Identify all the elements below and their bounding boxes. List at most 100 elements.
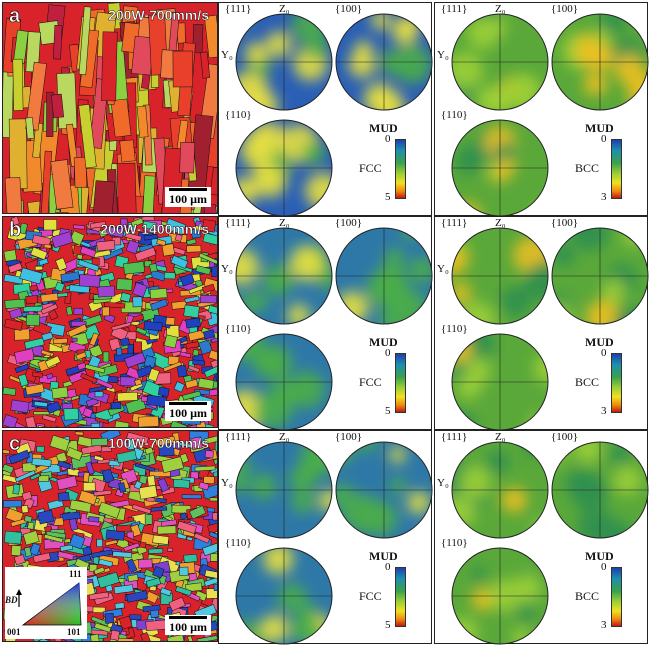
mud-label: MUD	[585, 335, 614, 349]
pole-figure-111	[235, 441, 333, 544]
colorbar-min: 0	[601, 561, 607, 573]
pf-label-111: {111}	[441, 217, 468, 229]
scale-bar: 100 µm	[165, 401, 211, 421]
pole-figure-111	[235, 13, 333, 116]
pf-label-z0: Z₀	[495, 431, 506, 443]
pole-figure-100	[551, 441, 649, 544]
mud-label: MUD	[369, 549, 398, 563]
panel-letter: b	[9, 219, 22, 242]
mud-colorbar	[611, 567, 622, 627]
pole-figure-111	[451, 227, 549, 330]
process-condition: 100W-700mm/s	[108, 435, 209, 451]
pf-label-100: {100}	[335, 431, 363, 443]
pf-label-y0: Y₀	[437, 263, 449, 275]
process-condition: 200W-1400mm/s	[100, 221, 209, 237]
pole-figure-110	[235, 547, 333, 650]
pole-figure-111	[451, 441, 549, 544]
scale-label: 100 µm	[169, 406, 207, 420]
colorbar-max: 5	[385, 619, 391, 631]
pf-label-111: {111}	[441, 3, 468, 15]
mud-colorbar	[395, 353, 406, 413]
pf-label-z0: Z₀	[495, 3, 506, 15]
scale-label: 100 µm	[169, 192, 207, 206]
mud-label: MUD	[369, 121, 398, 135]
panel-letter: c	[9, 433, 21, 456]
condition-row: a 200W-700mm/s 100 µm {111} Z₀ {100} Y₀ {110} …	[0, 2, 650, 217]
ebsd-map: b 200W-1400mm/s 100 µm	[2, 216, 218, 428]
pf-label-100: {100}	[551, 431, 579, 443]
phase-label: FCC	[359, 589, 382, 603]
scale-bar: 100 µm	[165, 187, 211, 207]
ipf-axis-label: BD	[5, 595, 18, 605]
process-condition: 200W-700mm/s	[108, 7, 209, 23]
panel-letter: a	[9, 5, 21, 28]
pf-label-110: {110}	[441, 537, 468, 549]
pf-label-z0: Z₀	[279, 3, 290, 15]
pf-label-y0: Y₀	[437, 49, 449, 61]
pf-label-100: {100}	[551, 3, 579, 15]
pole-figure-100	[551, 227, 649, 330]
mud-colorbar	[611, 139, 622, 199]
condition-row: b 200W-1400mm/s 100 µm {111} Z₀ {100} Y₀ {110}…	[0, 216, 650, 431]
colorbar-max: 3	[601, 191, 607, 203]
fcc-pole-figure-panel: {111} Z₀ {100} Y₀ {110} MUD FCC 0 5	[218, 2, 433, 217]
colorbar-max: 5	[385, 405, 391, 417]
phase-label: BCC	[575, 375, 600, 389]
pole-figure-110	[451, 333, 549, 436]
pole-figure-100	[335, 441, 433, 544]
ebsd-map: c 100W-700mm/s 100 µm BD 111 001 101	[2, 430, 218, 642]
ebsd-map-image	[3, 217, 217, 427]
ipf-001: 001	[7, 627, 21, 637]
phase-label: FCC	[359, 161, 382, 175]
pf-label-110: {110}	[225, 537, 252, 549]
mud-label: MUD	[369, 335, 398, 349]
colorbar-min: 0	[601, 347, 607, 359]
pole-figure-110	[451, 119, 549, 222]
pf-label-y0: Y₀	[221, 49, 233, 61]
condition-row: c 100W-700mm/s 100 µm BD 111 001 101 {111}…	[0, 430, 650, 645]
pole-figure-110	[451, 547, 549, 650]
pf-label-110: {110}	[441, 109, 468, 121]
pf-label-110: {110}	[441, 323, 468, 335]
colorbar-max: 5	[385, 191, 391, 203]
pf-label-111: {111}	[225, 217, 252, 229]
mud-label: MUD	[585, 121, 614, 135]
ipf-color-key: BD 111 001 101	[5, 567, 87, 639]
pf-label-y0: Y₀	[437, 477, 449, 489]
bcc-pole-figure-panel: {111} Z₀ {100} Y₀ {110} MUD BCC 0 3	[434, 430, 649, 645]
mud-colorbar	[395, 139, 406, 199]
colorbar-min: 0	[385, 133, 391, 145]
pf-label-y0: Y₀	[221, 477, 233, 489]
pf-label-z0: Z₀	[279, 217, 290, 229]
pf-label-111: {111}	[441, 431, 468, 443]
fcc-pole-figure-panel: {111} Z₀ {100} Y₀ {110} MUD FCC 0 5	[218, 216, 433, 431]
ipf-111: 111	[69, 569, 82, 579]
mud-colorbar	[611, 353, 622, 413]
mud-colorbar	[395, 567, 406, 627]
pf-label-100: {100}	[335, 217, 363, 229]
scale-bar: 100 µm	[165, 615, 211, 635]
pf-label-100: {100}	[551, 217, 579, 229]
pf-label-z0: Z₀	[495, 217, 506, 229]
mud-label: MUD	[585, 549, 614, 563]
pole-figure-100	[335, 13, 433, 116]
pf-label-111: {111}	[225, 431, 252, 443]
ebsd-map-image	[3, 3, 217, 213]
ipf-101: 101	[67, 627, 81, 637]
ebsd-map: a 200W-700mm/s 100 µm	[2, 2, 218, 214]
colorbar-min: 0	[601, 133, 607, 145]
pole-figure-111	[451, 13, 549, 116]
ipf-triangle	[16, 582, 82, 626]
pf-label-111: {111}	[225, 3, 252, 15]
pole-figure-110	[235, 333, 333, 436]
pf-label-100: {100}	[335, 3, 363, 15]
pf-label-110: {110}	[225, 109, 252, 121]
pole-figure-100	[335, 227, 433, 330]
pole-figure-111	[235, 227, 333, 330]
phase-label: FCC	[359, 375, 382, 389]
colorbar-max: 3	[601, 619, 607, 631]
phase-label: BCC	[575, 589, 600, 603]
fcc-pole-figure-panel: {111} Z₀ {100} Y₀ {110} MUD FCC 0 5	[218, 430, 433, 645]
colorbar-min: 0	[385, 347, 391, 359]
bcc-pole-figure-panel: {111} Z₀ {100} Y₀ {110} MUD BCC 0 3	[434, 216, 649, 431]
